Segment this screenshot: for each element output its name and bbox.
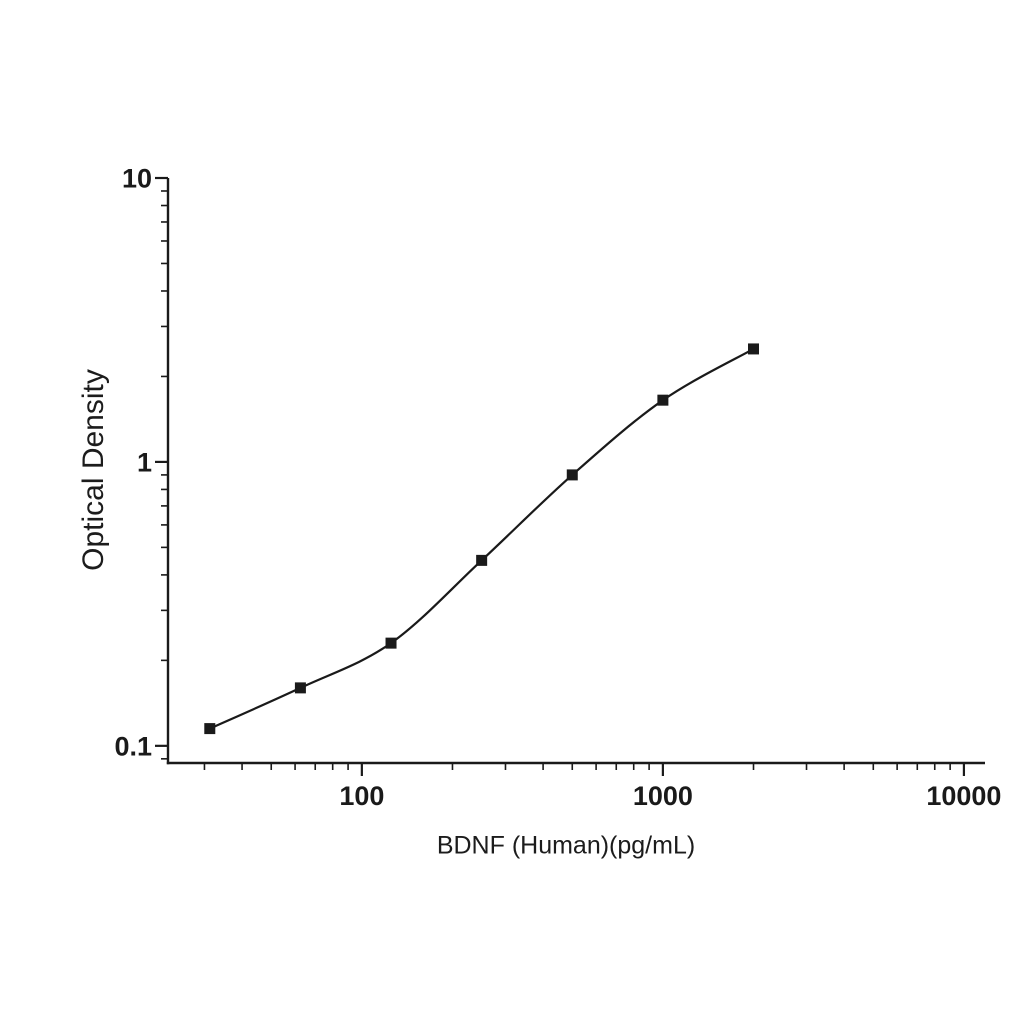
x-axis-title: BDNF (Human)(pg/mL) [436, 831, 696, 860]
data-point-marker [476, 554, 488, 566]
data-point-marker [657, 394, 669, 406]
y-axis-tick-label: 0.1 [114, 731, 152, 761]
data-point-marker [748, 343, 760, 355]
x-axis-tick-label: 10000 [926, 781, 1001, 811]
y-axis-title: Optical Density [77, 369, 110, 571]
data-point-marker [566, 469, 578, 481]
data-point-marker [204, 723, 216, 735]
data-point-marker [385, 637, 397, 649]
y-axis-tick-label: 1 [137, 447, 152, 477]
y-axis-tick-label: 10 [122, 164, 152, 194]
data-point-marker [294, 682, 306, 694]
fit-curve [209, 347, 755, 730]
x-axis-tick-label: 100 [339, 781, 384, 811]
x-axis-tick-label: 1000 [633, 781, 693, 811]
